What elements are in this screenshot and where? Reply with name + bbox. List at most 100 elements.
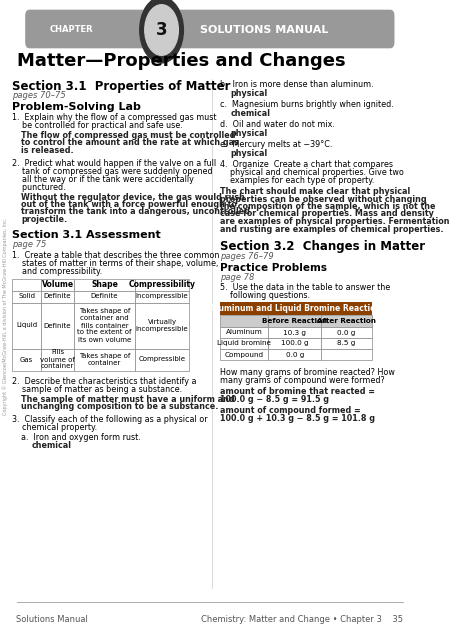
Text: states of matter in terms of their shape, volume,: states of matter in terms of their shape… (12, 258, 219, 267)
Bar (74, 279, 135, 291)
Text: amount of compound formed =: amount of compound formed = (219, 406, 360, 415)
Bar (219, 327, 268, 338)
Bar (41, 348, 74, 370)
Text: case for chemical properties. Mass and density: case for chemical properties. Mass and d… (219, 209, 433, 219)
Text: 3.  Classify each of the following as a physical or: 3. Classify each of the following as a p… (12, 415, 208, 423)
Text: Volume: Volume (42, 280, 73, 289)
Text: Definite: Definite (91, 293, 118, 300)
Text: properties can be observed without changing: properties can be observed without chang… (219, 195, 426, 204)
Text: projectile.: projectile. (21, 215, 67, 224)
Bar (74, 348, 135, 370)
Text: CHAPTER: CHAPTER (49, 25, 93, 35)
Text: Definite: Definite (44, 322, 71, 329)
Text: Fills
volume of
container: Fills volume of container (40, 349, 75, 370)
Text: Problem-Solving Lab: Problem-Solving Lab (12, 102, 141, 112)
Text: b.  Iron is more dense than aluminum.: b. Iron is more dense than aluminum. (219, 80, 373, 89)
Text: After Reaction: After Reaction (317, 318, 376, 324)
Text: unchanging composition to be a substance.: unchanging composition to be a substance… (21, 402, 219, 411)
Bar (268, 349, 321, 360)
Text: sample of matter as being a substance.: sample of matter as being a substance. (12, 384, 182, 394)
Text: The sample of matter must have a uniform and: The sample of matter must have a uniform… (21, 394, 235, 403)
Text: a.  Iron and oxygen form rust.: a. Iron and oxygen form rust. (21, 432, 141, 442)
Text: Matter—Properties and Changes: Matter—Properties and Changes (17, 52, 346, 70)
Bar (219, 315, 268, 327)
Bar (219, 338, 268, 349)
Bar (321, 327, 372, 338)
Text: Aluminum and Liquid Bromine Reaction: Aluminum and Liquid Bromine Reaction (210, 304, 381, 313)
Text: all the way or if the tank were accidentally: all the way or if the tank were accident… (12, 174, 194, 183)
Text: 1.  Create a table that describes the three common: 1. Create a table that describes the thr… (12, 250, 220, 260)
Text: 100.0 g: 100.0 g (281, 341, 309, 346)
Text: Takes shape of
container: Takes shape of container (79, 353, 130, 366)
Text: page 75: page 75 (12, 241, 47, 250)
Text: Virtually
incompressible: Virtually incompressible (136, 319, 188, 332)
Circle shape (145, 4, 178, 55)
Text: Definite: Definite (44, 293, 71, 300)
Text: Section 3.2  Changes in Matter: Section 3.2 Changes in Matter (219, 240, 425, 253)
Bar (74, 291, 135, 303)
Text: 3: 3 (156, 21, 167, 39)
Text: Incompressible: Incompressible (136, 293, 188, 300)
Text: and compressibility.: and compressibility. (12, 267, 102, 276)
Bar (321, 349, 372, 360)
Text: 10.3 g: 10.3 g (283, 329, 306, 336)
Text: chemical: chemical (32, 441, 72, 449)
Bar (12, 291, 41, 303)
Bar (12, 303, 41, 348)
Text: Aluminum: Aluminum (226, 329, 262, 336)
Text: out of the tank with a force powerful enough to: out of the tank with a force powerful en… (21, 200, 237, 209)
FancyBboxPatch shape (25, 9, 394, 48)
Text: The chart should make clear that physical: The chart should make clear that physica… (219, 187, 410, 196)
Bar (74, 303, 135, 348)
Text: is released.: is released. (21, 146, 74, 155)
Text: Liquid: Liquid (16, 322, 37, 329)
Text: page 78: page 78 (219, 273, 254, 282)
Text: 4.  Organize  Create a chart that compares: 4. Organize Create a chart that compares (219, 160, 392, 169)
Text: Compressibility: Compressibility (128, 280, 195, 289)
Bar (12, 279, 41, 291)
Text: 0.0 g: 0.0 g (286, 351, 304, 358)
Bar (12, 348, 41, 370)
Text: physical: physical (230, 129, 267, 138)
Text: Takes shape of
container and
fills container
to the extent of
its own volume: Takes shape of container and fills conta… (77, 308, 132, 343)
Text: be controlled for practical and safe use.: be controlled for practical and safe use… (12, 121, 183, 130)
Bar (268, 315, 321, 327)
Bar (135, 279, 190, 291)
Bar (268, 327, 321, 338)
Bar (41, 291, 74, 303)
Text: c.  Magnesium burns brightly when ignited.: c. Magnesium burns brightly when ignited… (219, 100, 393, 109)
Text: Compressible: Compressible (138, 356, 185, 363)
Text: following questions.: following questions. (219, 291, 310, 300)
Circle shape (140, 0, 183, 63)
Text: pages 70–75: pages 70–75 (12, 91, 66, 100)
Text: Shape: Shape (91, 280, 118, 289)
Text: Section 3.1  Properties of Matter: Section 3.1 Properties of Matter (12, 80, 231, 93)
Bar (219, 302, 372, 315)
Bar (135, 303, 190, 348)
Bar (41, 303, 74, 348)
Bar (321, 315, 372, 327)
Text: chemical: chemical (230, 109, 270, 118)
Text: examples for each type of property.: examples for each type of property. (219, 176, 374, 185)
Text: punctured.: punctured. (12, 183, 66, 191)
Text: SOLUTIONS MANUAL: SOLUTIONS MANUAL (200, 25, 328, 35)
Text: to control the amount and the rate at which gas: to control the amount and the rate at wh… (21, 138, 239, 147)
Text: Before Reaction: Before Reaction (262, 318, 328, 324)
Text: The flow of compressed gas must be controlled: The flow of compressed gas must be contr… (21, 131, 236, 140)
Bar (135, 291, 190, 303)
Text: and rusting are examples of chemical properties.: and rusting are examples of chemical pro… (219, 224, 443, 233)
Text: amount of bromine that reacted =: amount of bromine that reacted = (219, 387, 374, 396)
Bar (135, 348, 190, 370)
Text: transform the tank into a dangerous, uncontrolled: transform the tank into a dangerous, unc… (21, 207, 250, 217)
Text: 8.5 g: 8.5 g (337, 341, 356, 346)
Text: Gas: Gas (20, 356, 33, 363)
Text: Liquid bromine: Liquid bromine (217, 341, 271, 346)
Text: chemical property.: chemical property. (12, 423, 98, 432)
Text: 2.  Describe the characteristics that identify a: 2. Describe the characteristics that ide… (12, 377, 197, 386)
Bar (219, 349, 268, 360)
Text: Without the regulator device, the gas would rush: Without the regulator device, the gas wo… (21, 193, 245, 202)
Bar (41, 279, 74, 291)
Text: physical: physical (230, 149, 267, 158)
Text: 100.0 g − 8.5 g = 91.5 g: 100.0 g − 8.5 g = 91.5 g (219, 395, 328, 404)
Text: tank of compressed gas were suddenly opened: tank of compressed gas were suddenly ope… (12, 166, 213, 176)
